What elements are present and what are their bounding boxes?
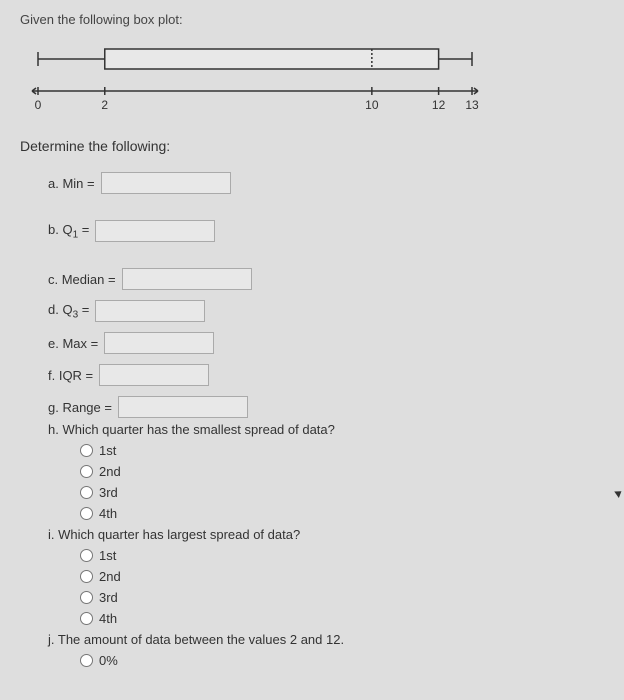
option-h-4-label: 4th [99,506,117,521]
option-i-3-label: 3rd [99,590,118,605]
label-e: e. Max = [48,336,98,351]
options-j: 0% [80,653,604,668]
option-i-2[interactable]: 2nd [80,569,604,584]
item-e: e. Max = [48,332,604,354]
input-g[interactable] [118,396,248,418]
label-c: c. Median = [48,272,116,287]
question-h: h. Which quarter has the smallest spread… [48,422,604,437]
label-d-prefix: d. Q [48,302,73,317]
option-j-1[interactable]: 0% [80,653,604,668]
intro-text: Given the following box plot: [20,12,604,27]
label-g: g. Range = [48,400,112,415]
option-i-4-label: 4th [99,611,117,626]
option-h-2[interactable]: 2nd [80,464,604,479]
option-i-1[interactable]: 1st [80,548,604,563]
label-a: a. Min = [48,176,95,191]
option-h-4[interactable]: 4th [80,506,604,521]
radio-i-1[interactable] [80,549,93,562]
item-a: a. Min = [48,172,604,194]
radio-i-2[interactable] [80,570,93,583]
option-i-4[interactable]: 4th [80,611,604,626]
option-h-3-label: 3rd [99,485,118,500]
label-d-suffix: = [78,302,89,317]
input-f[interactable] [99,364,209,386]
radio-i-3[interactable] [80,591,93,604]
item-c: c. Median = [48,268,604,290]
svg-text:12: 12 [432,98,446,112]
svg-text:13: 13 [465,98,479,112]
option-h-1[interactable]: 1st [80,443,604,458]
radio-j-1[interactable] [80,654,93,667]
question-j: j. The amount of data between the values… [48,632,604,647]
label-b-suffix: = [78,222,89,237]
label-f: f. IQR = [48,368,93,383]
input-b[interactable] [95,220,215,242]
option-j-1-label: 0% [99,653,118,668]
input-c[interactable] [122,268,252,290]
option-h-2-label: 2nd [99,464,121,479]
option-i-3[interactable]: 3rd [80,590,604,605]
item-d: d. Q3 = [48,300,604,322]
boxplot: 0 2 10 12 13 [20,41,604,124]
input-a[interactable] [101,172,231,194]
radio-i-4[interactable] [80,612,93,625]
svg-text:0: 0 [35,98,42,112]
options-i: 1st 2nd 3rd 4th [80,548,604,626]
radio-h-2[interactable] [80,465,93,478]
label-b-prefix: b. Q [48,222,73,237]
label-d: d. Q3 = [48,302,89,321]
options-h: 1st 2nd 3rd 4th [80,443,604,521]
item-f: f. IQR = [48,364,604,386]
input-e[interactable] [104,332,214,354]
option-h-3[interactable]: 3rd [80,485,604,500]
label-b: b. Q1 = [48,222,89,241]
input-d[interactable] [95,300,205,322]
item-b: b. Q1 = [48,220,604,242]
option-h-1-label: 1st [99,443,116,458]
question-i: i. Which quarter has largest spread of d… [48,527,604,542]
determine-heading: Determine the following: [20,138,604,154]
item-g: g. Range = [48,396,604,418]
radio-h-1[interactable] [80,444,93,457]
option-i-1-label: 1st [99,548,116,563]
option-i-2-label: 2nd [99,569,121,584]
svg-text:10: 10 [365,98,379,112]
radio-h-3[interactable] [80,486,93,499]
radio-h-4[interactable] [80,507,93,520]
svg-text:2: 2 [101,98,108,112]
